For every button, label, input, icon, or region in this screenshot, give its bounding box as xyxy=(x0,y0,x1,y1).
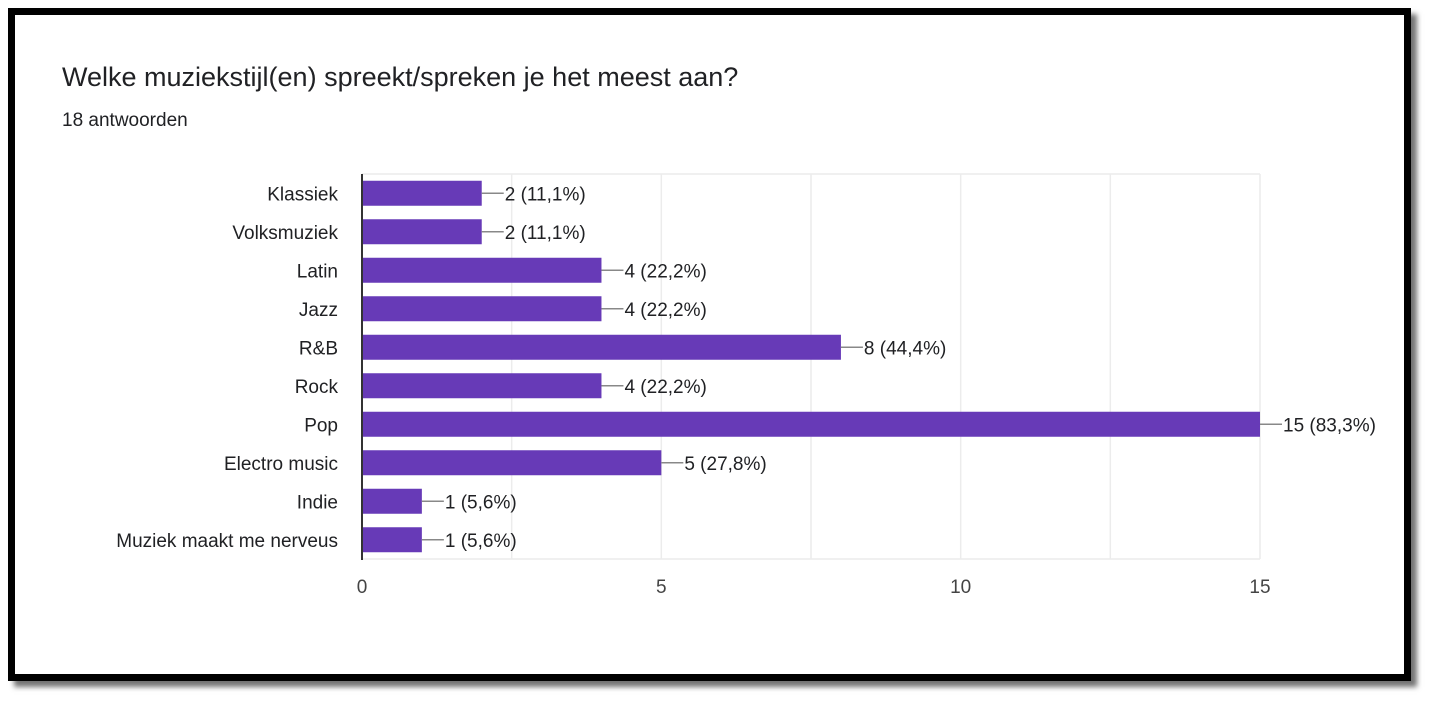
category-label: Klassiek xyxy=(267,184,338,205)
data-label: 2 (11,1%) xyxy=(505,184,586,205)
data-label: 8 (44,4%) xyxy=(864,338,946,359)
category-label: Jazz xyxy=(299,300,338,321)
data-label: 15 (83,3%) xyxy=(1283,415,1376,436)
data-label: 4 (22,2%) xyxy=(624,261,706,282)
bar xyxy=(362,450,662,476)
bar xyxy=(362,219,482,245)
x-tick-label: 10 xyxy=(950,577,971,598)
x-tick-label: 0 xyxy=(357,577,368,598)
bar xyxy=(362,257,602,283)
category-label: Muziek maakt me nerveus xyxy=(116,531,338,552)
category-label: Indie xyxy=(297,492,338,513)
x-tick-label: 15 xyxy=(1249,577,1270,598)
bar xyxy=(362,527,422,553)
bar xyxy=(362,488,422,514)
bar xyxy=(362,373,602,399)
category-label: Volksmuziek xyxy=(232,223,338,244)
data-label: 1 (5,6%) xyxy=(445,531,517,552)
bar xyxy=(362,180,482,206)
x-tick-label: 5 xyxy=(656,577,667,598)
data-label: 2 (11,1%) xyxy=(505,223,586,244)
data-label: 1 (5,6%) xyxy=(445,492,517,513)
category-label: Rock xyxy=(295,377,339,398)
bar xyxy=(362,334,841,360)
category-label: R&B xyxy=(299,338,338,359)
bar xyxy=(362,411,1260,437)
category-label: Pop xyxy=(304,415,338,436)
data-label: 4 (22,2%) xyxy=(624,377,706,398)
question-title: Welke muziekstijl(en) spreekt/spreken je… xyxy=(62,62,739,92)
category-label: Latin xyxy=(297,261,338,282)
data-label: 5 (27,8%) xyxy=(684,454,766,475)
category-label: Electro music xyxy=(224,454,338,475)
data-label: 4 (22,2%) xyxy=(624,300,706,321)
bar xyxy=(362,296,602,322)
response-count: 18 antwoorden xyxy=(62,110,188,131)
